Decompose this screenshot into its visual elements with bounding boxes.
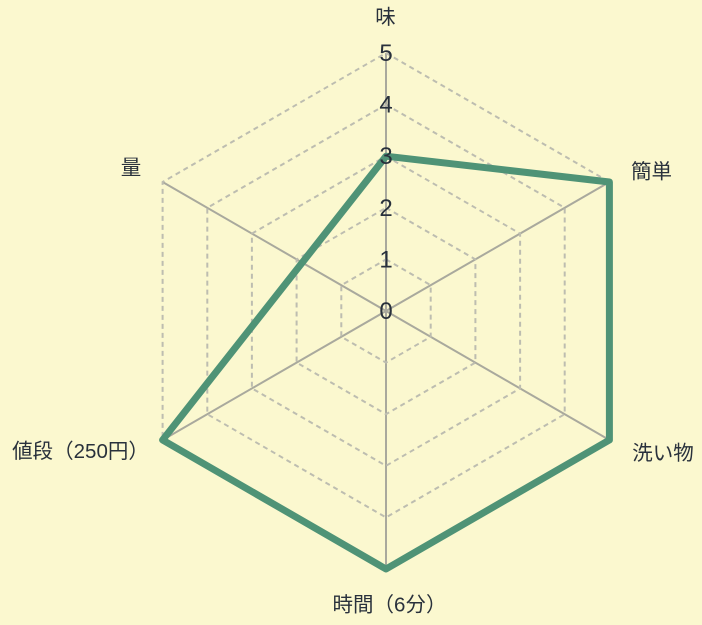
svg-text:5: 5 <box>379 40 392 67</box>
svg-text:簡単: 簡単 <box>631 161 672 184</box>
svg-text:3: 3 <box>379 143 392 170</box>
svg-text:2: 2 <box>379 195 392 222</box>
svg-text:4: 4 <box>379 92 392 119</box>
svg-text:量: 量 <box>121 157 142 180</box>
svg-text:0: 0 <box>379 298 392 325</box>
svg-text:1: 1 <box>379 246 392 273</box>
svg-text:味: 味 <box>375 6 396 29</box>
svg-text:時間（6分）: 時間（6分） <box>333 594 447 617</box>
svg-text:値段（250円）: 値段（250円） <box>12 440 149 463</box>
svg-text:洗い物: 洗い物 <box>632 442 694 465</box>
